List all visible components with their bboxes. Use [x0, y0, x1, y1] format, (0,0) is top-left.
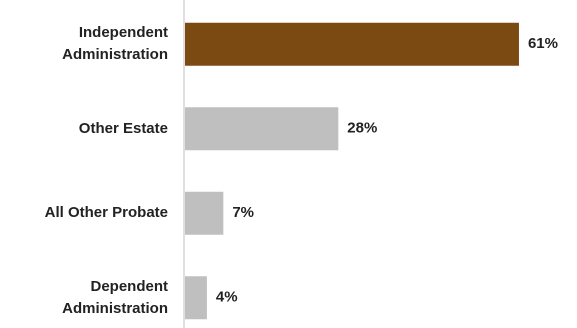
- category-label: Dependent Administration: [0, 268, 168, 328]
- category-text: Other Estate: [78, 119, 168, 137]
- category-label: Independent Administration: [0, 14, 168, 74]
- bar: [185, 107, 339, 151]
- category-text: Dependent Administration: [62, 277, 168, 317]
- category-text: All Other Probate: [44, 204, 168, 222]
- value-label: 61%: [528, 35, 558, 52]
- value-label: 4%: [216, 289, 238, 306]
- bar: [185, 22, 519, 66]
- category-label: Other Estate: [0, 99, 168, 159]
- bar: [185, 276, 207, 320]
- category-text: Independent Administration: [62, 24, 168, 64]
- value-label: 7%: [232, 204, 254, 221]
- category-label: All Other Probate: [0, 183, 168, 243]
- value-label: 28%: [347, 120, 377, 137]
- bar: [185, 191, 224, 235]
